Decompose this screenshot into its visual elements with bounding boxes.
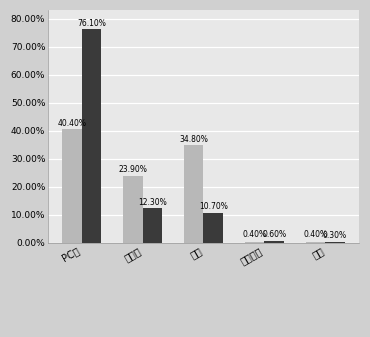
Text: 10.70%: 10.70% xyxy=(199,202,228,211)
Text: 0.30%: 0.30% xyxy=(323,231,347,240)
Text: 0.40%: 0.40% xyxy=(303,230,327,239)
Text: 34.80%: 34.80% xyxy=(179,135,208,144)
Bar xyxy=(184,145,204,243)
Bar xyxy=(82,29,101,243)
Bar xyxy=(325,242,345,243)
Bar xyxy=(265,241,284,243)
Text: 12.30%: 12.30% xyxy=(138,198,167,207)
Text: 76.10%: 76.10% xyxy=(77,19,106,28)
Text: 0.40%: 0.40% xyxy=(243,230,267,239)
Text: 40.40%: 40.40% xyxy=(57,119,87,128)
Bar xyxy=(62,129,82,243)
Bar xyxy=(245,242,265,243)
Bar xyxy=(306,242,325,243)
Bar xyxy=(204,213,223,243)
Text: 0.60%: 0.60% xyxy=(262,230,286,239)
Bar xyxy=(142,208,162,243)
Bar xyxy=(123,176,142,243)
Text: 23.90%: 23.90% xyxy=(118,165,147,174)
